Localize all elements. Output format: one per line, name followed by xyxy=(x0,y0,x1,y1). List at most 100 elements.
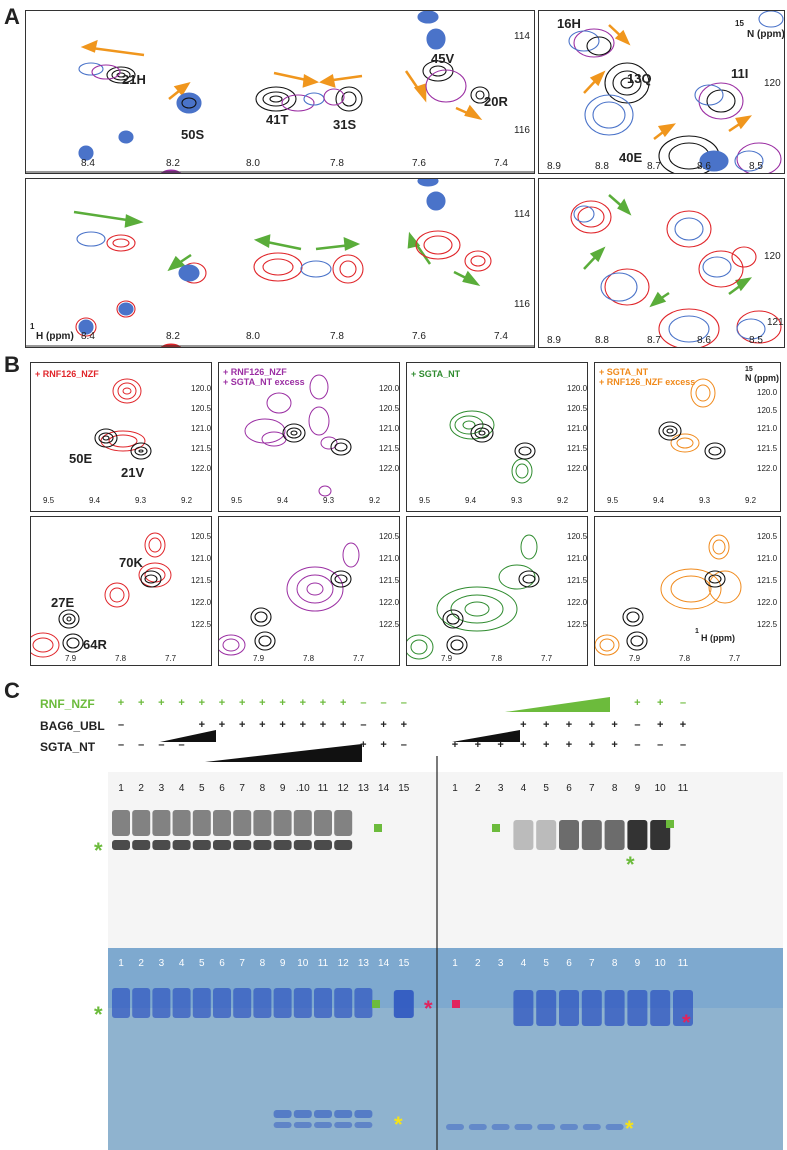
lane-number-blue: 1 xyxy=(118,958,124,969)
gel-band-top xyxy=(253,840,272,850)
h1-label: H (ppm) xyxy=(701,633,735,643)
gel-band-blue xyxy=(314,988,332,1018)
lane-number-blue: 5 xyxy=(199,958,205,969)
x-tick: 8.5 xyxy=(749,335,763,346)
row-label-rnf: RNF_NZF xyxy=(40,697,95,711)
y-tick: 120.5 xyxy=(379,532,399,541)
y-tick: 122.0 xyxy=(191,464,211,473)
square-green xyxy=(492,824,500,832)
gel-band-low xyxy=(514,1124,533,1130)
gel-band-low xyxy=(582,1124,601,1130)
x-tick: 9.5 xyxy=(231,496,243,505)
gel-band-top xyxy=(192,840,211,850)
gel-band-top xyxy=(273,810,292,836)
asterisk-green: * xyxy=(626,852,635,877)
h1-sup: 1 xyxy=(695,628,699,635)
x-tick: 8.2 xyxy=(166,331,180,342)
y-tick: 121.0 xyxy=(567,554,587,563)
lane-number-blue: 13 xyxy=(358,958,370,969)
gel-band-blue xyxy=(132,988,151,1018)
condition-mark: + xyxy=(657,697,663,709)
gel-band-top xyxy=(293,840,312,850)
condition-mark: + xyxy=(279,719,285,731)
x-tick: 8.5 xyxy=(749,161,763,172)
condition-mark: + xyxy=(401,719,407,731)
peak-label-70k: 70K xyxy=(119,555,143,570)
gel-band-blue xyxy=(354,988,373,1018)
lane-number-blue: 9 xyxy=(280,958,286,969)
condition-mark: + xyxy=(219,697,225,709)
lane-number: .10 xyxy=(296,783,310,794)
gel-band-top xyxy=(559,820,579,850)
square-green xyxy=(372,1000,380,1008)
condition-mark: – xyxy=(680,697,686,709)
gel-band-low xyxy=(334,1122,353,1128)
y-tick: 114 xyxy=(514,209,530,220)
gel-band-blue xyxy=(513,990,534,1026)
y-tick: 120.0 xyxy=(757,388,778,397)
gel-band-low xyxy=(293,1122,312,1128)
condition-mark: + xyxy=(259,719,265,731)
n15-sup: 15 xyxy=(745,366,753,373)
gel-band-top xyxy=(172,840,191,850)
lane-number-blue: 2 xyxy=(138,958,144,969)
condition-mark: – xyxy=(360,719,366,731)
gel-band-blue xyxy=(581,990,602,1026)
gel-figure: + + + + + + + + + + + + – – – + + – – + + + + + + + + – + + + + + + + – + + – –… xyxy=(94,697,783,1150)
lane-number: 7 xyxy=(589,783,595,794)
y-tick: 116 xyxy=(514,299,530,310)
gel-band-top xyxy=(213,810,231,836)
y-tick: 120.0 xyxy=(379,384,399,393)
n15-label: N (ppm) xyxy=(745,373,779,383)
gel-band-top xyxy=(581,820,602,850)
gel-band-blue xyxy=(627,990,648,1026)
condition-mark: – xyxy=(680,739,686,751)
asterisk-red: * xyxy=(682,1010,691,1035)
gel-band-top xyxy=(213,840,231,850)
gel-band-low xyxy=(605,1124,624,1130)
condition-mark: – xyxy=(657,739,663,751)
gel-band-blue xyxy=(273,988,292,1018)
gel-band-blue xyxy=(233,988,252,1018)
condition-mark: + xyxy=(300,697,306,709)
gel-band-blue xyxy=(192,988,211,1018)
y-tick: 122.5 xyxy=(567,620,587,629)
y-tick: 120.5 xyxy=(191,532,211,541)
y-tick: 120.5 xyxy=(757,532,778,541)
x-tick: 9.3 xyxy=(699,496,711,505)
y-tick: 122.0 xyxy=(567,464,587,473)
y-tick: 121.5 xyxy=(379,444,399,453)
x-tick: 9.3 xyxy=(135,496,147,505)
lane-number-blue: 11 xyxy=(318,958,329,969)
condition-mark: + xyxy=(340,719,346,731)
gel-band-top xyxy=(293,810,312,836)
x-tick: 8.2 xyxy=(166,158,180,169)
n15-label: N (ppm) xyxy=(747,29,784,40)
y-tick: 121.0 xyxy=(757,554,778,563)
lane-number: 3 xyxy=(159,783,165,794)
gel-band-blue xyxy=(293,988,312,1018)
x-tick: 8.4 xyxy=(81,158,95,169)
x-tick: 8.6 xyxy=(697,335,711,346)
lane-number: 2 xyxy=(475,783,481,794)
lane-number-blue: 5 xyxy=(543,958,549,969)
gel-band-top xyxy=(192,810,211,836)
gel-band-top xyxy=(172,810,191,836)
condition-mark: – xyxy=(158,739,164,751)
gel-band-low xyxy=(537,1124,556,1130)
peak-label-50s: 50S xyxy=(181,127,204,142)
y-tick: 122.0 xyxy=(757,464,778,473)
gel-band-blue xyxy=(536,990,557,1026)
lane-number: 12 xyxy=(338,783,350,794)
square-green xyxy=(666,820,674,828)
peak-label-50e: 50E xyxy=(69,451,92,466)
peak-label-20r: 20R xyxy=(484,94,508,109)
condition-mark: + xyxy=(520,719,526,731)
condition-mark: – xyxy=(118,739,124,751)
condition-mark: + xyxy=(520,739,526,751)
gel-band-top xyxy=(314,810,332,836)
condition-mark: – xyxy=(118,719,124,731)
nmr-spectrum-a-bottom-left: 114 116 1 H (ppm) 8.4 8.2 8.0 7.8 7.6 7.… xyxy=(25,178,535,348)
y-tick: 122.0 xyxy=(567,598,587,607)
x-tick: 8.0 xyxy=(246,158,260,169)
